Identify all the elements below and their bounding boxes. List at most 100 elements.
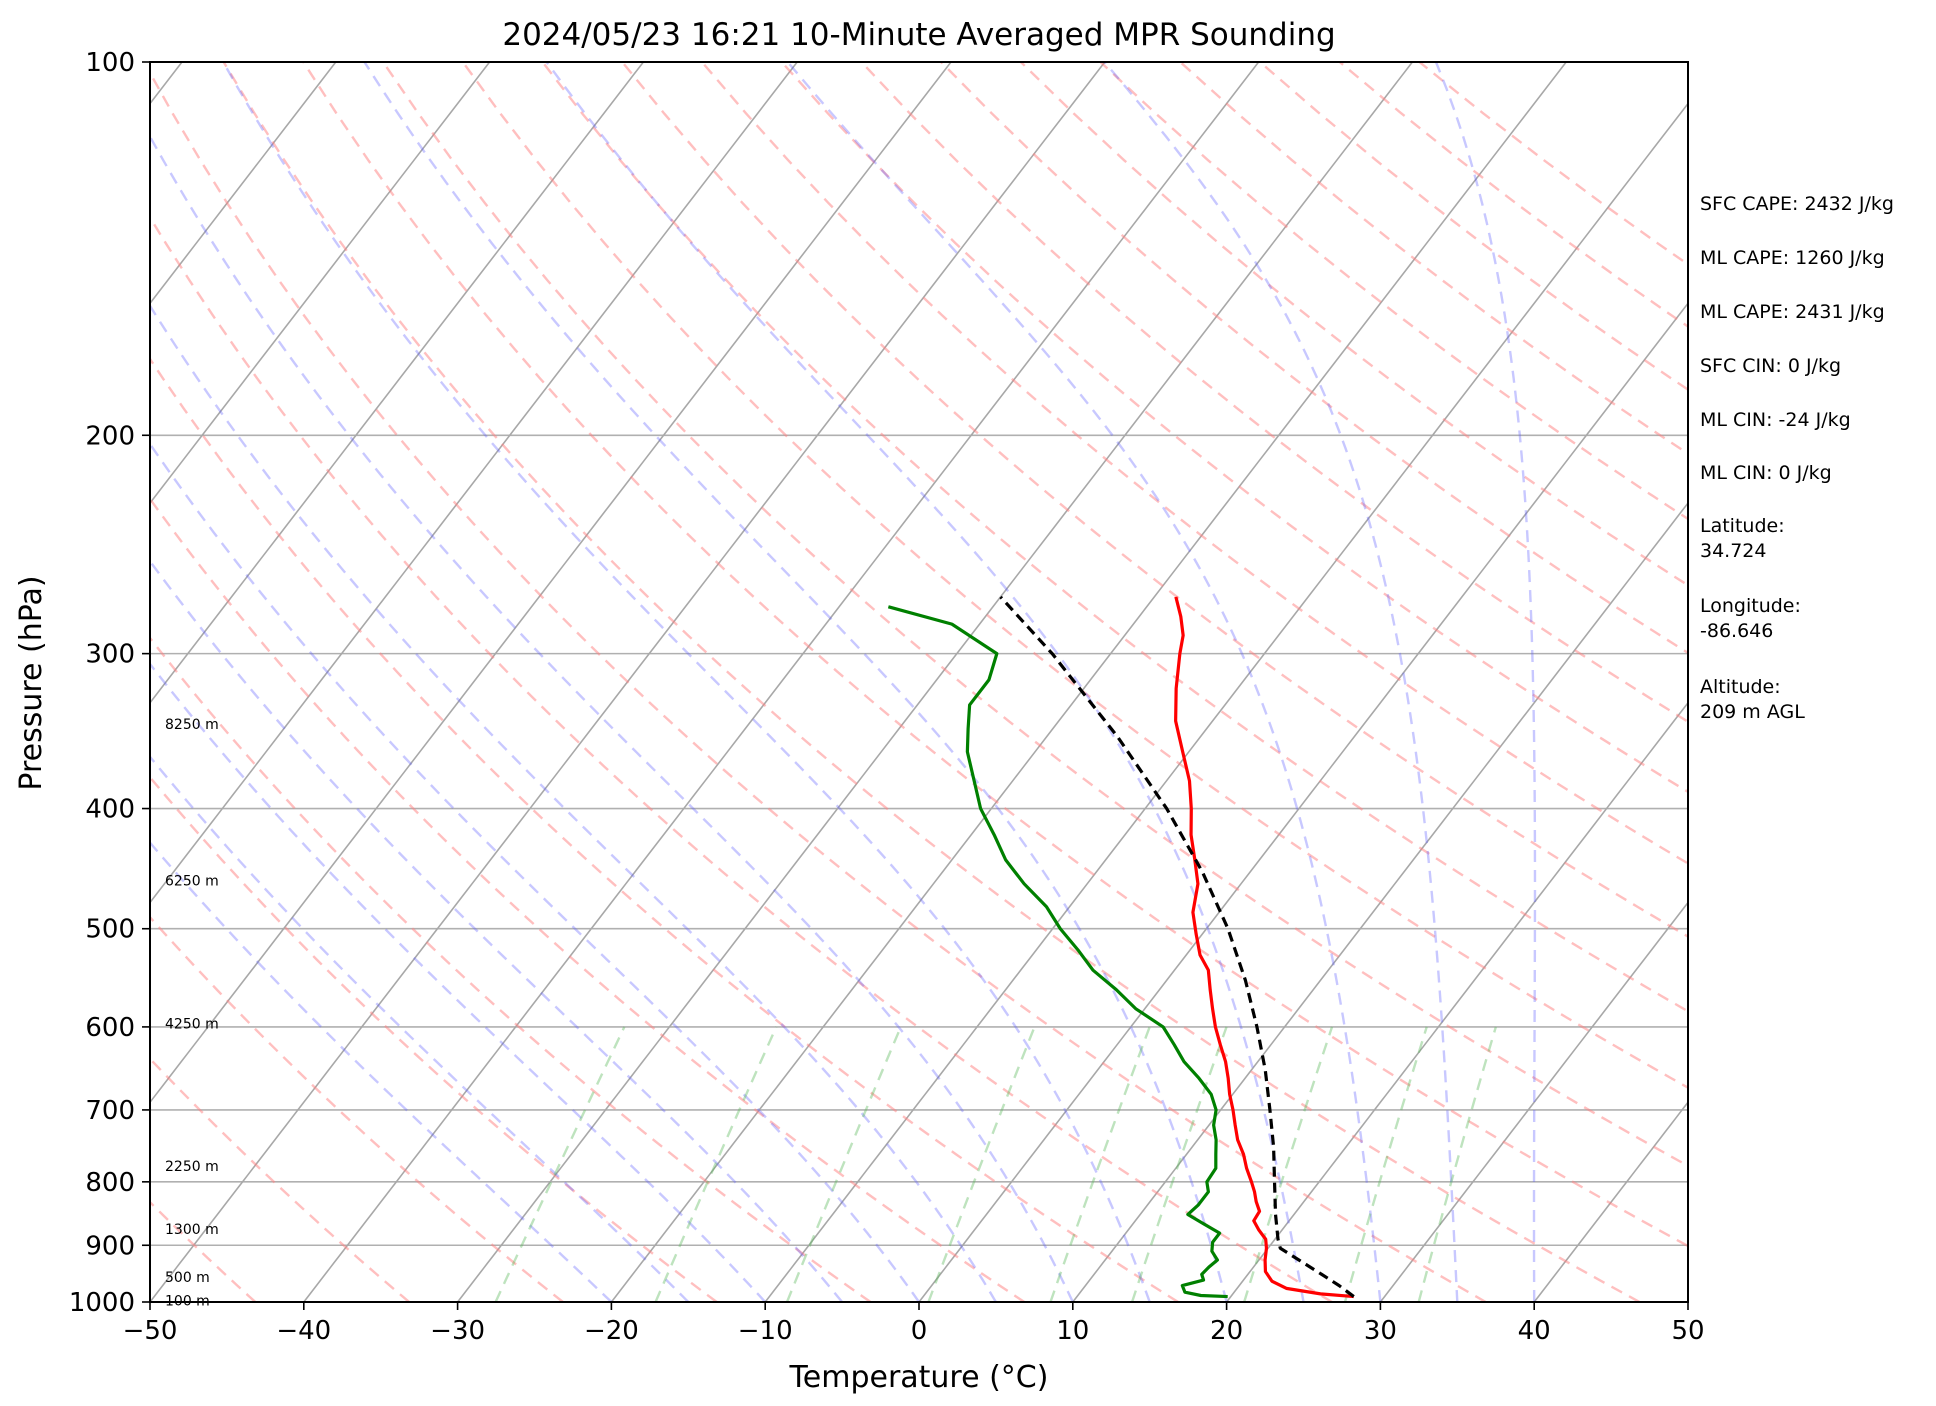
y-tick-label: 200 bbox=[85, 421, 135, 451]
moist-adiabat-line bbox=[150, 754, 690, 1302]
mixing-ratio-line bbox=[654, 1026, 778, 1302]
mixing-ratio-line bbox=[1130, 1026, 1228, 1302]
info-line: ML CIN: -24 J/kg bbox=[1700, 409, 1851, 431]
dry-adiabat-line bbox=[1019, 62, 1688, 587]
dry-adiabat-line bbox=[150, 1200, 257, 1302]
y-tick-label: 300 bbox=[85, 640, 135, 670]
isotherm-line bbox=[150, 62, 952, 1104]
isotherm-line bbox=[918, 301, 1688, 1302]
temperature-profile bbox=[1174, 596, 1354, 1299]
dewpoint-profile bbox=[887, 605, 1228, 1299]
x-tick-label: −50 bbox=[123, 1316, 178, 1346]
x-tick-label: 50 bbox=[1671, 1316, 1704, 1346]
dry-adiabat-line bbox=[150, 636, 872, 1302]
y-tick-label: 100 bbox=[85, 48, 135, 78]
x-tick-label: 20 bbox=[1210, 1316, 1243, 1346]
isotherm-line bbox=[150, 62, 798, 904]
height-label: 2250 m bbox=[165, 1159, 219, 1175]
mixing-ratio-line bbox=[1417, 1026, 1497, 1302]
info-line: 34.724 bbox=[1700, 540, 1766, 562]
x-tick-label: −20 bbox=[584, 1316, 639, 1346]
info-line: SFC CAPE: 2432 J/kg bbox=[1700, 193, 1894, 215]
isotherm-line bbox=[764, 102, 1688, 1302]
plot-background bbox=[150, 62, 1688, 1302]
x-tick-label: −10 bbox=[738, 1316, 793, 1346]
info-line: SFC CIN: 0 J/kg bbox=[1700, 355, 1841, 377]
dry-adiabat-line bbox=[382, 62, 1688, 1168]
info-panel: SFC CAPE: 2432 J/kg ML CAPE: 1260 J/kg ML … bbox=[1700, 193, 1894, 723]
moist-adiabat-line bbox=[150, 662, 767, 1302]
moist-adiabat-line bbox=[150, 840, 613, 1302]
isotherm-line bbox=[1533, 1100, 1688, 1302]
dry-adiabat-line bbox=[461, 62, 1688, 1090]
y-tick-label: 800 bbox=[85, 1168, 135, 1198]
info-line: Longitude: bbox=[1700, 595, 1801, 617]
moist-adiabat-line bbox=[150, 441, 920, 1302]
info-line: Altitude: bbox=[1700, 676, 1781, 698]
mixing-ratio-line bbox=[785, 1026, 902, 1302]
profile-lines bbox=[887, 595, 1355, 1299]
y-tick-label: 500 bbox=[85, 915, 135, 945]
dry-adiabat-line bbox=[302, 62, 1688, 1248]
mixing-ratio-line bbox=[1243, 1026, 1334, 1302]
parcel-profile bbox=[999, 595, 1355, 1298]
height-label: 1300 m bbox=[165, 1222, 219, 1238]
dry-adiabat-line bbox=[940, 62, 1688, 655]
y-tick-label: 600 bbox=[85, 1013, 135, 1043]
info-line: ML CIN: 0 J/kg bbox=[1700, 462, 1832, 484]
moist-adiabat-line bbox=[786, 62, 1382, 1302]
isotherm-line bbox=[1379, 901, 1688, 1302]
plot-area bbox=[150, 62, 1688, 1302]
height-label: 6250 m bbox=[165, 873, 219, 889]
isotherm-line bbox=[1072, 501, 1688, 1302]
x-tick-label: 0 bbox=[911, 1316, 928, 1346]
moist-adiabat-line bbox=[363, 62, 1228, 1302]
x-tick-label: 30 bbox=[1364, 1316, 1397, 1346]
y-tick-label: 400 bbox=[85, 795, 135, 825]
dry-adiabat-line bbox=[541, 62, 1688, 1013]
dry-adiabat-line bbox=[860, 62, 1688, 724]
isotherm-line bbox=[610, 62, 1567, 1302]
dry-adiabat-line bbox=[150, 496, 1026, 1302]
mixing-ratio-line bbox=[927, 1026, 1036, 1302]
moist-adiabat-line bbox=[545, 62, 1305, 1302]
isotherm-line bbox=[150, 62, 645, 705]
moist-adiabat-line bbox=[150, 134, 1074, 1302]
x-tick-label: −30 bbox=[430, 1316, 485, 1346]
background-lines bbox=[150, 62, 1688, 1302]
height-label: 4250 m bbox=[165, 1016, 219, 1032]
dry-adiabat-line bbox=[150, 356, 1179, 1302]
y-tick-label: 900 bbox=[85, 1231, 135, 1261]
isotherm-line bbox=[1225, 701, 1688, 1302]
dry-adiabat-line bbox=[621, 62, 1688, 938]
info-line: ML CAPE: 2431 J/kg bbox=[1700, 301, 1885, 323]
y-tick-label: 700 bbox=[85, 1096, 135, 1126]
height-label: 8250 m bbox=[165, 717, 219, 733]
moist-adiabat-line bbox=[150, 303, 997, 1302]
info-line: ML CAPE: 1260 J/kg bbox=[1700, 247, 1885, 269]
dry-adiabat-line bbox=[150, 775, 718, 1302]
isotherm-line bbox=[303, 62, 1260, 1302]
y-axis-label: Pressure (hPa) bbox=[14, 575, 49, 790]
info-line: Latitude: bbox=[1700, 515, 1785, 537]
info-line: 209 m AGL bbox=[1700, 701, 1805, 723]
isotherm-line bbox=[150, 62, 1106, 1302]
mixing-ratio-line bbox=[494, 1026, 626, 1302]
moist-adiabat-line bbox=[1103, 62, 1459, 1302]
height-label: 500 m bbox=[165, 1270, 210, 1286]
axis-ticks: −50 −40 −30 −20 −10 0 10 20 30 40 50 100 200 300 400 50… bbox=[69, 48, 1705, 1346]
moist-adiabat-line bbox=[1434, 62, 1537, 1302]
moist-adiabat-line bbox=[222, 62, 1151, 1302]
x-tick-label: 10 bbox=[1056, 1316, 1089, 1346]
chart-title: 2024/05/23 16:21 10-Minute Averaged MPR … bbox=[502, 17, 1335, 53]
info-line: -86.646 bbox=[1700, 620, 1773, 642]
x-tick-label: −40 bbox=[276, 1316, 331, 1346]
x-tick-label: 40 bbox=[1518, 1316, 1551, 1346]
mixing-ratio-line bbox=[1343, 1026, 1428, 1302]
x-axis-label: Temperature (°C) bbox=[789, 1360, 1049, 1395]
isotherm-line bbox=[456, 62, 1414, 1302]
moist-adiabat-line bbox=[150, 559, 844, 1302]
mixing-ratio-line bbox=[1049, 1026, 1151, 1302]
